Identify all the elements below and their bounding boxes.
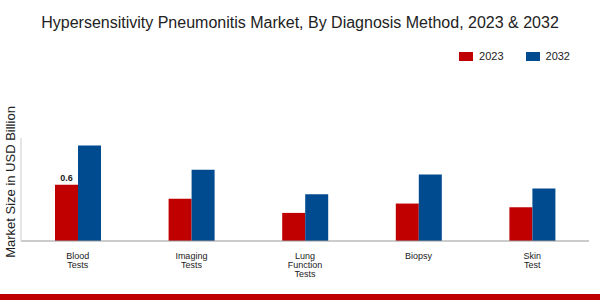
svg-text:ImagingTests: ImagingTests bbox=[175, 251, 207, 270]
html-text:Market Size in USD Billion: Market Size in USD Billion bbox=[2, 106, 18, 258]
html-text:2023: 2023 bbox=[479, 50, 504, 62]
html-text:2032: 2032 bbox=[545, 50, 570, 62]
svg-text:0.6: 0.6 bbox=[60, 173, 73, 183]
svg-text:LungFunctionTests: LungFunctionTests bbox=[288, 251, 323, 279]
html-text:Hypersensitivity Pneumonitis M: Hypersensitivity Pneumonitis Market, By … bbox=[41, 14, 559, 31]
svg-text:BloodTests: BloodTests bbox=[66, 251, 89, 270]
svg-text:Biopsy: Biopsy bbox=[405, 251, 433, 261]
svg-text:SkinTest: SkinTest bbox=[523, 251, 541, 270]
